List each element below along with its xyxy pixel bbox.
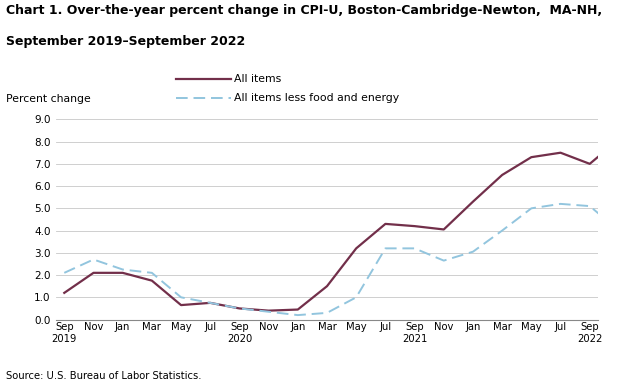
- All items less food and energy: [440, 258, 447, 263]
- All items less food and energy: [177, 295, 184, 300]
- Text: Chart 1. Over-the-year percent change in CPI-U, Boston-Cambridge-Newton,  MA-NH,: Chart 1. Over-the-year percent change in…: [6, 4, 602, 17]
- All items less food and energy: [352, 295, 360, 300]
- All items: [265, 308, 272, 313]
- Text: All items: All items: [234, 74, 282, 84]
- All items: [60, 291, 68, 295]
- All items: [294, 307, 302, 312]
- All items: [207, 301, 214, 305]
- All items: [557, 151, 564, 155]
- All items: [499, 172, 506, 177]
- All items: [382, 222, 389, 226]
- All items: [586, 162, 594, 166]
- All items less food and energy: [615, 228, 617, 233]
- All items less food and energy: [557, 202, 564, 206]
- All items less food and energy: [119, 267, 126, 272]
- All items less food and energy: [528, 206, 535, 211]
- All items less food and energy: [265, 310, 272, 314]
- Text: All items less food and energy: All items less food and energy: [234, 93, 400, 103]
- All items less food and energy: [90, 257, 97, 262]
- All items less food and energy: [207, 301, 214, 305]
- All items less food and energy: [499, 228, 506, 233]
- All items less food and energy: [323, 311, 331, 315]
- All items: [440, 227, 447, 232]
- All items: [323, 284, 331, 288]
- All items: [470, 199, 477, 204]
- Text: Source: U.S. Bureau of Labor Statistics.: Source: U.S. Bureau of Labor Statistics.: [6, 371, 202, 381]
- All items: [236, 306, 243, 311]
- All items less food and energy: [148, 271, 155, 275]
- Text: September 2019–September 2022: September 2019–September 2022: [6, 35, 246, 48]
- All items less food and energy: [586, 204, 594, 208]
- Line: All items: All items: [64, 139, 617, 311]
- All items less food and energy: [382, 246, 389, 251]
- Text: Percent change: Percent change: [6, 94, 91, 104]
- All items less food and energy: [60, 271, 68, 275]
- All items: [411, 224, 418, 228]
- All items less food and energy: [236, 306, 243, 311]
- Line: All items less food and energy: All items less food and energy: [64, 193, 617, 315]
- All items: [177, 303, 184, 307]
- All items less food and energy: [294, 313, 302, 317]
- All items: [90, 271, 97, 275]
- All items less food and energy: [470, 249, 477, 254]
- All items less food and energy: [411, 246, 418, 251]
- All items: [352, 246, 360, 251]
- All items: [148, 278, 155, 283]
- All items: [615, 137, 617, 142]
- All items: [528, 155, 535, 159]
- All items: [119, 271, 126, 275]
